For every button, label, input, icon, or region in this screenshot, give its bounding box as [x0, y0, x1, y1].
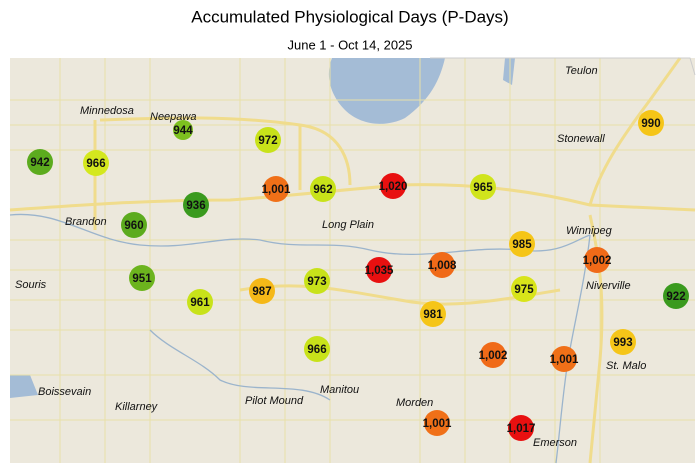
station-marker [255, 127, 281, 153]
station-value: 962 [313, 184, 332, 196]
station-value: 944 [173, 125, 193, 137]
station-marker [551, 346, 577, 372]
station-marker [27, 149, 53, 175]
subtitle: June 1 - Oct 14, 2025 [287, 37, 412, 52]
station-marker [310, 176, 336, 202]
station-value: 951 [132, 273, 152, 285]
place-label: Niverville [586, 280, 631, 292]
station-value: 965 [473, 182, 493, 194]
station-value: 1,002 [583, 255, 612, 267]
place-label: Pilot Mound [245, 395, 304, 407]
station-marker [470, 174, 496, 200]
station-marker [380, 173, 406, 199]
title: Accumulated Physiological Days (P-Days) [191, 7, 508, 26]
station-marker [511, 276, 537, 302]
place-label: Neepawa [150, 111, 196, 123]
station-marker [83, 150, 109, 176]
station-marker [263, 176, 289, 202]
station-value: 972 [258, 135, 277, 147]
place-label: Emerson [533, 437, 577, 449]
station-value: 1,035 [365, 265, 394, 277]
station-marker [509, 231, 535, 257]
station-marker [420, 301, 446, 327]
station-value: 981 [423, 309, 443, 321]
station-value: 966 [86, 158, 105, 170]
place-label: Boissevain [38, 386, 91, 398]
place-label: Brandon [65, 216, 107, 228]
place-label: Minnedosa [80, 105, 134, 117]
station-value: 1,001 [423, 418, 452, 430]
place-label: Killarney [115, 401, 159, 413]
station-value: 1,017 [507, 423, 536, 435]
station-value: 987 [252, 286, 271, 298]
station-marker [173, 120, 193, 140]
place-label: Manitou [320, 384, 359, 396]
place-label: Long Plain [322, 219, 374, 231]
station-value: 961 [190, 297, 210, 309]
station-value: 975 [514, 284, 534, 296]
station-marker [183, 192, 209, 218]
station-value: 973 [307, 276, 326, 288]
station-marker [638, 110, 664, 136]
station-marker [610, 329, 636, 355]
station-value: 1,001 [550, 354, 579, 366]
station-marker [429, 252, 455, 278]
basemap [9, 57, 696, 464]
station-value: 985 [512, 239, 532, 251]
station-value: 1,002 [479, 350, 508, 362]
station-marker [121, 212, 147, 238]
place-label: Winnipeg [566, 225, 613, 237]
station-marker [187, 289, 213, 315]
place-label: Stonewall [557, 133, 605, 145]
station-value: 936 [186, 200, 205, 212]
station-value: 1,020 [379, 181, 408, 193]
station-marker [480, 342, 506, 368]
place-label: Teulon [565, 65, 598, 77]
place-label: Morden [396, 397, 433, 409]
station-marker [249, 278, 275, 304]
station-value: 1,001 [262, 184, 291, 196]
station-marker [304, 268, 330, 294]
place-label: Souris [15, 279, 47, 291]
station-value: 993 [613, 337, 632, 349]
station-marker [366, 257, 392, 283]
station-marker [129, 265, 155, 291]
station-marker [424, 410, 450, 436]
station-value: 922 [666, 291, 685, 303]
station-value: 1,008 [428, 260, 457, 272]
place-label: St. Malo [606, 360, 646, 372]
station-marker [584, 247, 610, 273]
station-value: 966 [307, 344, 326, 356]
station-marker [663, 283, 689, 309]
station-value: 942 [30, 157, 49, 169]
station-marker [304, 336, 330, 362]
station-value: 990 [641, 118, 660, 130]
station-marker [508, 415, 534, 441]
station-value: 960 [124, 220, 143, 232]
